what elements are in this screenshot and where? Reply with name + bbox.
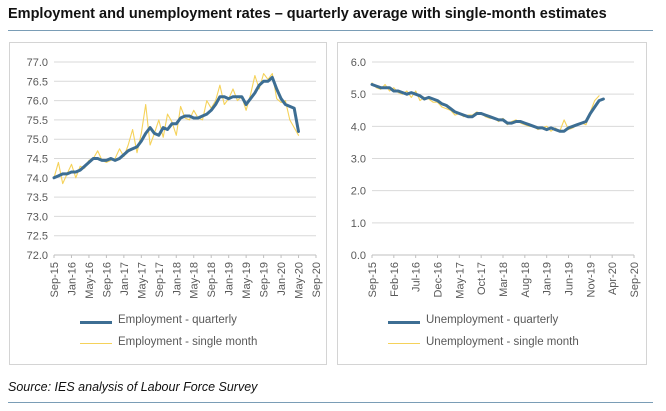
x-tick-label: Sep-19 bbox=[259, 262, 271, 297]
employment-chart-panel: 72.0 72.5 73.0 73.5 74.0 74.5 75.0 75.5 76.0 76.5… bbox=[9, 42, 327, 365]
x-tick-label: Nov-19 bbox=[585, 262, 597, 297]
y-tick-label: 0.0 bbox=[351, 250, 366, 262]
y-tick-label: 4.0 bbox=[351, 121, 366, 133]
y-tick-label: 2.0 bbox=[351, 186, 366, 198]
legend-swatch-single-month bbox=[80, 343, 112, 344]
x-tick-label: Jan-19 bbox=[542, 262, 554, 296]
y-tick-label: 74.5 bbox=[27, 154, 48, 166]
x-tick-label: Jan-18 bbox=[171, 262, 183, 296]
unemployment-chart: 0.0 1.0 2.0 3.0 4.0 5.0 6.0 Sep-15 Feb-16 Jul-16 D… bbox=[351, 57, 641, 299]
x-tick-label: May-16 bbox=[84, 262, 96, 299]
x-tick-label: Jun-19 bbox=[564, 262, 576, 296]
bottom-divider bbox=[8, 402, 653, 403]
x-tick-label: Oct-17 bbox=[476, 262, 488, 295]
x-tick-label: Jan-20 bbox=[276, 262, 288, 296]
x-tick-label: Mar-18 bbox=[498, 262, 510, 297]
legend-swatch-single-month bbox=[388, 343, 420, 344]
y-tick-label: 3.0 bbox=[351, 154, 366, 166]
legend-label: Employment - quarterly bbox=[118, 314, 237, 326]
y-tick-label: 76.5 bbox=[27, 76, 48, 88]
x-tick-label: Jan-17 bbox=[119, 262, 131, 296]
x-tick-label: May-20 bbox=[294, 262, 306, 299]
unemployment-chart-panel: 0.0 1.0 2.0 3.0 4.0 5.0 6.0 Sep-15 Feb-16 Jul-16 D… bbox=[337, 42, 647, 365]
x-tick-label: Sep-15 bbox=[49, 262, 61, 297]
x-tick-label: Sep-15 bbox=[367, 262, 379, 297]
legend-label: Unemployment - quarterly bbox=[426, 314, 559, 326]
source-note: Source: IES analysis of Labour Force Sur… bbox=[8, 380, 258, 394]
x-tick-label: Feb-16 bbox=[389, 262, 401, 297]
y-tick-label: 75.0 bbox=[27, 134, 48, 146]
y-tick-label: 74.0 bbox=[27, 173, 48, 185]
y-tick-label: 77.0 bbox=[27, 57, 48, 69]
unemployment-single-month-line bbox=[371, 82, 600, 132]
y-tick-label: 73.0 bbox=[27, 211, 48, 223]
x-tick-label: May-18 bbox=[189, 262, 201, 299]
x-tick-label: Jan-16 bbox=[66, 262, 78, 296]
top-divider bbox=[8, 30, 653, 31]
x-tick-label: Sep-20 bbox=[629, 262, 641, 297]
x-tick-label: Sep-17 bbox=[154, 262, 166, 297]
chart-title: Employment and unemployment rates – quar… bbox=[8, 6, 607, 22]
unemployment-quarterly-line bbox=[370, 83, 605, 133]
x-tick-label: Sep-20 bbox=[311, 262, 323, 297]
y-tick-label: 76.0 bbox=[27, 96, 48, 108]
x-tick-label: May-17 bbox=[136, 262, 148, 299]
y-tick-label: 73.5 bbox=[27, 192, 48, 204]
x-tick-label: Jul-16 bbox=[411, 262, 423, 292]
y-tick-label: 72.0 bbox=[27, 250, 48, 262]
x-tick-label: May-17 bbox=[454, 262, 466, 299]
x-tick-label: Apr-20 bbox=[607, 262, 619, 295]
employment-quarterly-line bbox=[52, 75, 300, 180]
legend-label: Employment - single month bbox=[118, 336, 258, 348]
employment-chart: 72.0 72.5 73.0 73.5 74.0 74.5 75.0 75.5 76.0 76.5… bbox=[27, 57, 323, 299]
y-tick-label: 1.0 bbox=[351, 218, 366, 230]
legend-swatch-quarterly bbox=[80, 321, 112, 324]
x-tick-label: Dec-16 bbox=[433, 262, 445, 297]
x-tick-label: Sep-18 bbox=[206, 262, 218, 297]
x-tick-label: Jan-19 bbox=[224, 262, 236, 296]
x-tick-label: Sep-16 bbox=[101, 262, 113, 297]
legend-swatch-quarterly bbox=[388, 321, 420, 324]
y-tick-label: 5.0 bbox=[351, 89, 366, 101]
legend-label: Unemployment - single month bbox=[426, 336, 579, 348]
employment-single-month-line bbox=[53, 73, 300, 185]
x-tick-label: Aug-18 bbox=[520, 262, 532, 297]
y-tick-label: 6.0 bbox=[351, 57, 366, 69]
y-tick-label: 72.5 bbox=[27, 231, 48, 243]
x-tick-label: May-19 bbox=[241, 262, 253, 299]
y-tick-label: 75.5 bbox=[27, 115, 48, 127]
